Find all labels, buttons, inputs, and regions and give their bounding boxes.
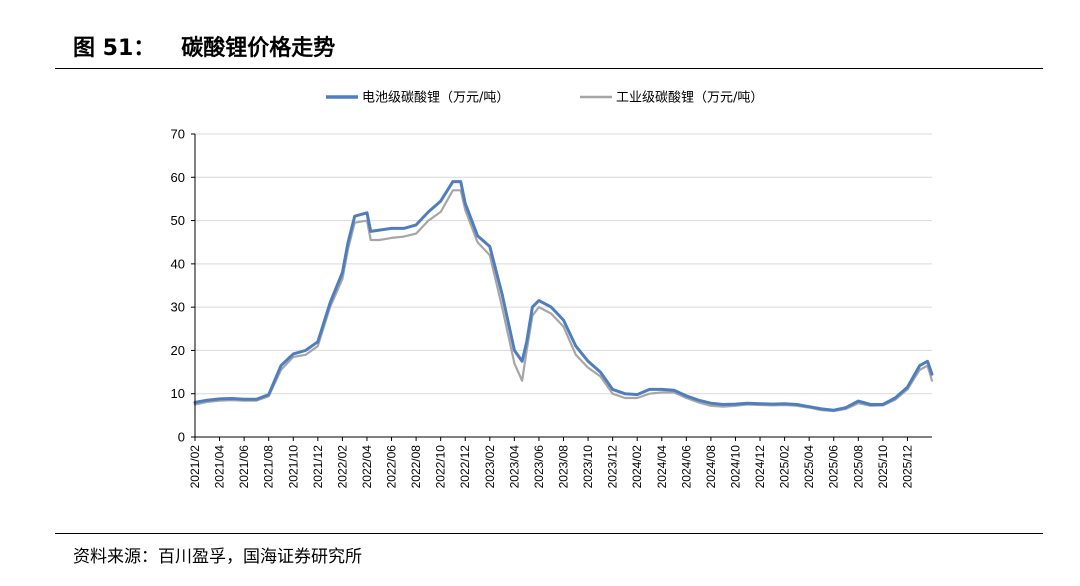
x-tick-label: 2024/02 bbox=[630, 445, 644, 489]
bottom-rule bbox=[55, 533, 1043, 534]
source-note: 资料来源：百川盈孚，国海证券研究所 bbox=[73, 547, 362, 567]
series-line-2 bbox=[193, 189, 934, 413]
legend-label-1: 电池级碳酸锂（万元/吨） bbox=[362, 91, 509, 106]
x-tick-label: 2023/04 bbox=[507, 445, 521, 489]
x-tick-label: 2024/04 bbox=[655, 445, 669, 489]
x-tick-label: 2024/10 bbox=[728, 445, 742, 489]
figure-title: 碳酸锂价格走势 bbox=[181, 36, 336, 61]
x-tick-label: 2022/10 bbox=[434, 445, 448, 489]
x-tick-label: 2021/10 bbox=[286, 445, 300, 489]
x-tick-label: 2025/06 bbox=[827, 445, 841, 489]
x-tick-label: 2021/04 bbox=[213, 445, 227, 489]
x-tick-label: 2021/02 bbox=[188, 445, 202, 489]
y-tick-label: 20 bbox=[171, 343, 185, 358]
x-tick-label: 2025/02 bbox=[778, 445, 792, 489]
y-tick-label: 70 bbox=[171, 127, 185, 142]
series-line-1 bbox=[193, 180, 934, 412]
legend: 电池级碳酸锂（万元/吨） 工业级碳酸锂（万元/吨） bbox=[326, 91, 763, 106]
x-tick-label: 2023/08 bbox=[557, 445, 571, 489]
x-tick-label: 2022/12 bbox=[458, 445, 472, 489]
x-tick-label: 2025/12 bbox=[900, 445, 914, 489]
x-tick-label: 2024/06 bbox=[679, 445, 693, 489]
x-tick-label: 2024/12 bbox=[753, 445, 767, 489]
series-lines bbox=[193, 180, 934, 413]
x-tick-label: 2022/04 bbox=[360, 445, 374, 489]
figure-label: 图 51： bbox=[73, 36, 156, 61]
x-tick-label: 2025/08 bbox=[851, 445, 865, 489]
x-tick-label: 2022/02 bbox=[335, 445, 349, 489]
x-tick-label: 2022/06 bbox=[385, 445, 399, 489]
figure-header: 图 51： 碳酸锂价格走势 bbox=[73, 30, 335, 62]
x-tick-label: 2023/10 bbox=[581, 445, 595, 489]
x-tick-label: 2023/12 bbox=[606, 445, 620, 489]
x-tick-label: 2023/06 bbox=[532, 445, 546, 489]
y-tick-label: 30 bbox=[171, 300, 185, 315]
x-tick-label: 2021/08 bbox=[262, 445, 276, 489]
y-tick-label: 50 bbox=[171, 213, 185, 228]
x-tick-label: 2024/08 bbox=[704, 445, 718, 489]
x-tick-label: 2021/12 bbox=[311, 445, 325, 489]
x-tick-label: 2023/02 bbox=[483, 445, 497, 489]
x-tick-label: 2021/06 bbox=[237, 445, 251, 489]
x-tick-label: 2025/10 bbox=[876, 445, 890, 489]
y-tick-label: 0 bbox=[178, 430, 185, 445]
x-tick-label: 2025/04 bbox=[802, 445, 816, 489]
x-tick-label: 2022/08 bbox=[409, 445, 423, 489]
legend-label-2: 工业级碳酸锂（万元/吨） bbox=[616, 91, 763, 106]
axes: 0 10 20 30 40 50 60 70 2021/02 2021/04 2021/06 2021… bbox=[171, 127, 932, 489]
y-tick-label: 60 bbox=[171, 170, 185, 185]
y-tick-label: 10 bbox=[171, 386, 185, 401]
y-tick-label: 40 bbox=[171, 256, 185, 271]
gridlines bbox=[195, 133, 932, 395]
top-rule bbox=[55, 68, 1043, 69]
